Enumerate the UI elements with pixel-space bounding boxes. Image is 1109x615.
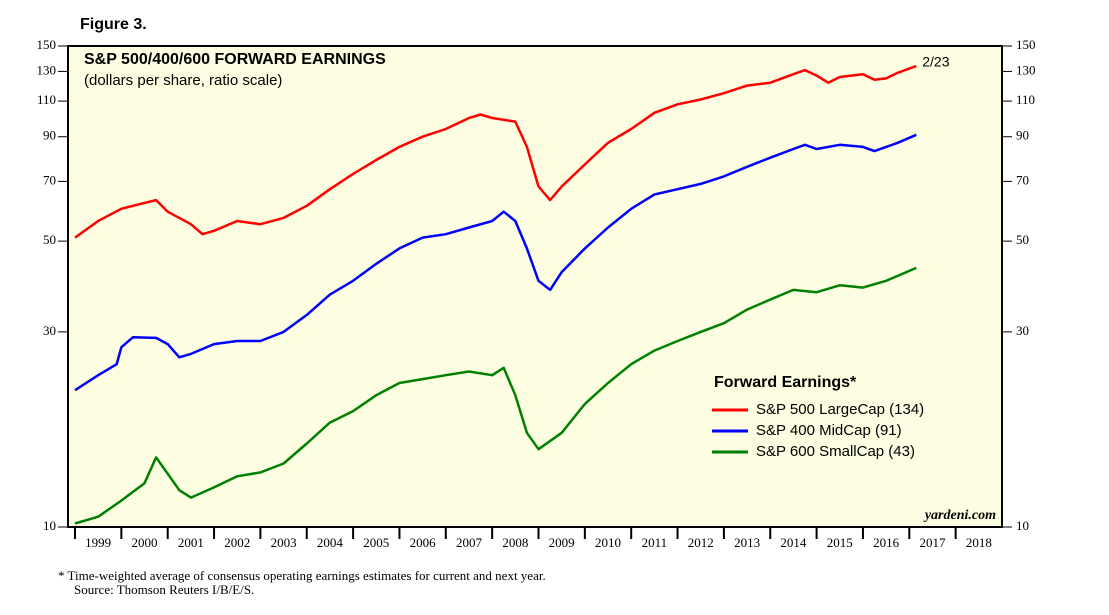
series-line <box>74 266 917 525</box>
y-tick-label: 10 <box>43 518 56 533</box>
y-tick-label: 70 <box>43 172 56 187</box>
x-tick-label: 2014 <box>780 535 807 550</box>
x-tick-label: 2016 <box>873 535 900 550</box>
x-tick-label: 2015 <box>827 535 853 550</box>
y-tick-label-right: 70 <box>1016 172 1029 187</box>
series-line <box>74 64 917 239</box>
y-tick-label-right: 50 <box>1016 232 1029 247</box>
x-tick-label: 2010 <box>595 535 621 550</box>
x-tick-label: 2006 <box>410 535 437 550</box>
series-line <box>74 133 917 392</box>
figure-label: Figure 3. <box>80 16 147 33</box>
x-tick-label: 2008 <box>502 535 528 550</box>
y-tick-label-right: 90 <box>1016 128 1029 143</box>
y-tick-label: 150 <box>37 37 57 52</box>
legend-label: S&P 600 SmallCap (43) <box>756 443 915 460</box>
y-tick-label-right: 30 <box>1016 323 1029 338</box>
x-tick-label: 2004 <box>317 535 344 550</box>
x-tick-label: 2009 <box>549 535 575 550</box>
x-tick-label: 2011 <box>642 535 668 550</box>
y-tick-label-right: 150 <box>1016 37 1036 52</box>
legend-title: Forward Earnings* <box>714 374 857 391</box>
x-tick-label: 2001 <box>178 535 204 550</box>
x-tick-label: 2007 <box>456 535 483 550</box>
x-tick-label: 2018 <box>966 535 992 550</box>
y-tick-label-right: 10 <box>1016 518 1029 533</box>
legend-label: S&P 500 LargeCap (134) <box>756 401 924 418</box>
x-tick-label: 1999 <box>85 535 111 550</box>
chart-title: S&P 500/400/600 FORWARD EARNINGS <box>84 51 386 68</box>
x-tick-label: 2002 <box>224 535 250 550</box>
y-tick-label-right: 110 <box>1016 92 1035 107</box>
x-tick-label: 2012 <box>688 535 714 550</box>
footnote: * Time-weighted average of consensus ope… <box>58 568 546 583</box>
y-tick-label: 30 <box>43 323 56 338</box>
legend-label: S&P 400 MidCap (91) <box>756 422 902 439</box>
x-tick-label: 2013 <box>734 535 760 550</box>
x-tick-label: 2003 <box>271 535 297 550</box>
watermark: yardeni.com <box>923 508 996 523</box>
y-tick-label: 50 <box>43 232 56 247</box>
x-tick-label: 2000 <box>132 535 158 550</box>
chart-subtitle: (dollars per share, ratio scale) <box>84 72 282 89</box>
y-tick-label-right: 130 <box>1016 62 1036 77</box>
y-tick-label: 90 <box>43 128 56 143</box>
x-tick-label: 2005 <box>363 535 389 550</box>
y-tick-label: 130 <box>37 62 57 77</box>
annotation: 2/23 <box>922 54 949 70</box>
source: Source: Thomson Reuters I/B/E/S. <box>74 582 254 597</box>
x-tick-label: 2017 <box>919 535 946 550</box>
y-tick-label: 110 <box>37 92 56 107</box>
